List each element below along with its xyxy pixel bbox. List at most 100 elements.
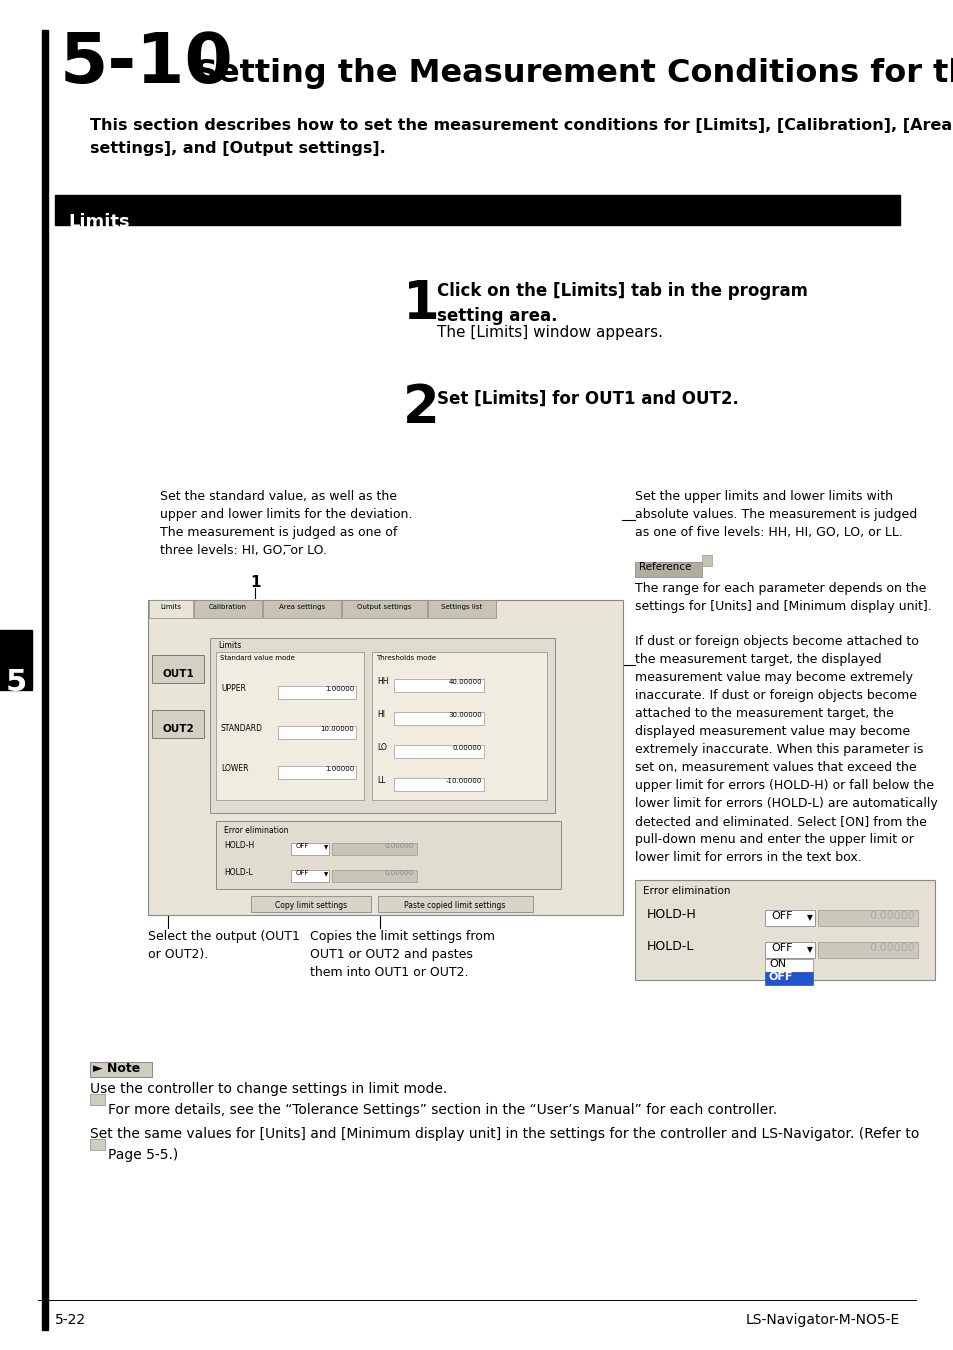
Text: Click on the [Limits] tab in the program
setting area.: Click on the [Limits] tab in the program… bbox=[436, 282, 807, 325]
Bar bbox=[0, 630, 32, 690]
Bar bbox=[428, 599, 496, 618]
Bar bbox=[90, 1094, 105, 1106]
Bar bbox=[90, 1139, 105, 1150]
Text: Set the upper limits and lower limits with
absolute values. The measurement is j: Set the upper limits and lower limits wi… bbox=[635, 490, 916, 539]
Bar bbox=[764, 942, 814, 958]
Text: HOLD-L: HOLD-L bbox=[224, 868, 253, 878]
Bar bbox=[377, 896, 533, 913]
Bar bbox=[215, 652, 364, 801]
Bar bbox=[193, 599, 262, 618]
Text: Standard value mode: Standard value mode bbox=[220, 655, 294, 662]
Text: 1.00000: 1.00000 bbox=[324, 686, 354, 693]
Bar bbox=[277, 765, 355, 779]
Text: Limits: Limits bbox=[68, 213, 130, 231]
Text: Page 5-5.): Page 5-5.) bbox=[108, 1148, 178, 1162]
Text: OFF: OFF bbox=[770, 911, 792, 921]
Text: ▼: ▼ bbox=[324, 872, 328, 878]
Text: HOLD-H: HOLD-H bbox=[646, 909, 696, 921]
Text: 1: 1 bbox=[402, 278, 439, 329]
Text: HOLD-H: HOLD-H bbox=[224, 841, 254, 850]
Text: Calibration: Calibration bbox=[209, 603, 247, 610]
Text: UPPER: UPPER bbox=[221, 684, 246, 693]
Bar bbox=[149, 599, 193, 618]
Bar bbox=[764, 972, 812, 986]
Text: HOLD-L: HOLD-L bbox=[646, 940, 694, 953]
Text: Error elimination: Error elimination bbox=[642, 886, 730, 896]
Text: 5-22: 5-22 bbox=[55, 1314, 86, 1327]
Bar bbox=[263, 599, 340, 618]
Bar bbox=[372, 652, 546, 801]
Bar bbox=[55, 194, 899, 225]
Text: Limits: Limits bbox=[218, 641, 241, 649]
Text: 0.00000: 0.00000 bbox=[384, 842, 414, 849]
Text: ▼: ▼ bbox=[324, 845, 328, 850]
Text: Set the standard value, as well as the
upper and lower limits for the deviation.: Set the standard value, as well as the u… bbox=[160, 490, 412, 558]
Text: Thresholds mode: Thresholds mode bbox=[375, 655, 436, 662]
Text: OFF: OFF bbox=[295, 842, 309, 849]
Bar bbox=[394, 679, 483, 693]
Text: If dust or foreign objects become attached to
the measurement target, the displa: If dust or foreign objects become attach… bbox=[635, 634, 937, 864]
Text: OFF: OFF bbox=[770, 944, 792, 953]
Text: Use the controller to change settings in limit mode.: Use the controller to change settings in… bbox=[90, 1081, 447, 1096]
Bar bbox=[635, 562, 701, 576]
Text: 40.00000: 40.00000 bbox=[448, 679, 481, 684]
Text: ▼: ▼ bbox=[806, 914, 812, 922]
Bar bbox=[701, 555, 711, 566]
Text: 1: 1 bbox=[250, 575, 260, 590]
Bar bbox=[332, 842, 416, 855]
Text: 5-10: 5-10 bbox=[60, 30, 233, 97]
Text: Copies the limit settings from
OUT1 or OUT2 and pastes
them into OUT1 or OUT2.: Copies the limit settings from OUT1 or O… bbox=[310, 930, 495, 979]
Text: LO: LO bbox=[376, 743, 387, 752]
Text: Select the output (OUT1
or OUT2).: Select the output (OUT1 or OUT2). bbox=[148, 930, 299, 961]
Bar bbox=[90, 1062, 152, 1077]
Text: HH: HH bbox=[376, 676, 388, 686]
Bar bbox=[817, 942, 917, 958]
Text: ► Note: ► Note bbox=[92, 1062, 140, 1075]
Text: LOWER: LOWER bbox=[221, 764, 248, 774]
Bar bbox=[394, 778, 483, 791]
Bar bbox=[817, 910, 917, 926]
Bar bbox=[277, 726, 355, 738]
Bar bbox=[215, 821, 560, 890]
Bar bbox=[210, 639, 555, 813]
Text: Error elimination: Error elimination bbox=[224, 826, 288, 836]
Bar bbox=[764, 910, 814, 926]
Bar bbox=[764, 958, 812, 972]
Text: For more details, see the “Tolerance Settings” section in the “User’s Manual” fo: For more details, see the “Tolerance Set… bbox=[108, 1103, 777, 1116]
Bar bbox=[394, 745, 483, 757]
Text: 0.00000: 0.00000 bbox=[384, 869, 414, 876]
Text: -10.00000: -10.00000 bbox=[445, 778, 481, 784]
Text: 0.00000: 0.00000 bbox=[868, 911, 914, 921]
Text: This section describes how to set the measurement conditions for [Limits], [Cali: This section describes how to set the me… bbox=[90, 117, 951, 157]
Text: Paste copied limit settings: Paste copied limit settings bbox=[404, 900, 505, 910]
Text: STANDARD: STANDARD bbox=[221, 724, 263, 733]
Bar bbox=[251, 896, 371, 913]
Text: LS-Navigator-M-NO5-E: LS-Navigator-M-NO5-E bbox=[745, 1314, 899, 1327]
Text: ▼: ▼ bbox=[806, 945, 812, 954]
Bar bbox=[341, 599, 427, 618]
Bar bbox=[277, 686, 355, 699]
Text: 10.00000: 10.00000 bbox=[320, 726, 354, 732]
Bar bbox=[291, 842, 329, 855]
Text: Limits: Limits bbox=[160, 603, 181, 610]
Bar bbox=[635, 880, 934, 980]
Text: 0.00000: 0.00000 bbox=[453, 745, 481, 751]
Text: LL: LL bbox=[376, 776, 385, 784]
Text: 0.00000: 0.00000 bbox=[868, 944, 914, 953]
Text: OFF: OFF bbox=[295, 869, 309, 876]
Text: 2: 2 bbox=[402, 382, 439, 433]
Text: 30.00000: 30.00000 bbox=[448, 711, 481, 718]
Text: Output settings: Output settings bbox=[357, 603, 412, 610]
Text: OUT2: OUT2 bbox=[162, 724, 193, 734]
Text: Area settings: Area settings bbox=[278, 603, 325, 610]
Text: Reference: Reference bbox=[639, 562, 691, 572]
Text: 1.00000: 1.00000 bbox=[324, 765, 354, 772]
Text: OFF: OFF bbox=[768, 972, 793, 981]
Bar bbox=[394, 711, 483, 725]
Text: OUT1: OUT1 bbox=[162, 670, 193, 679]
Text: Set the same values for [Units] and [Minimum display unit] in the settings for t: Set the same values for [Units] and [Min… bbox=[90, 1127, 919, 1141]
Text: ON: ON bbox=[768, 958, 785, 969]
Text: Setting the Measurement Conditions for the Program: Setting the Measurement Conditions for t… bbox=[194, 58, 953, 89]
Bar bbox=[152, 710, 204, 738]
Bar bbox=[291, 869, 329, 882]
